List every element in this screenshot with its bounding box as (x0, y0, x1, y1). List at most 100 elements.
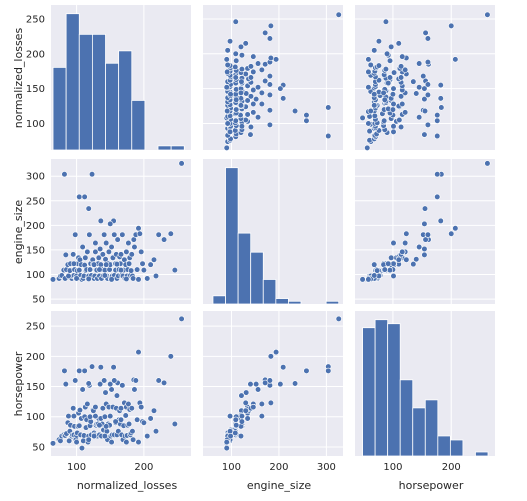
scatter-point (266, 81, 274, 88)
scatter-point (390, 85, 397, 92)
scatter-point (99, 251, 106, 258)
scatter-point (266, 377, 274, 384)
scatter-point (277, 381, 284, 388)
panel-normalized_losses-vs-horsepower (355, 5, 495, 152)
scatter-point (383, 50, 391, 57)
scatter-point (72, 377, 79, 384)
scatter-point (389, 91, 397, 98)
scatter-point (232, 50, 239, 57)
scatter-point (291, 107, 299, 115)
scatter-point (390, 239, 397, 247)
histogram-bar (212, 295, 226, 305)
scatter-point (107, 381, 114, 388)
scatter-point (102, 389, 109, 396)
scatter-point (395, 40, 402, 47)
scatter-point (84, 400, 91, 408)
scatter-point (90, 261, 98, 268)
scatter-point (254, 114, 262, 121)
histogram-bar (237, 232, 252, 305)
panel-normalized_losses-vs-normalized_losses (51, 5, 191, 151)
scatter-point (127, 267, 135, 274)
scatter-point (62, 251, 69, 258)
scatter-point (395, 256, 402, 263)
x-tick-label: 300 (317, 462, 336, 473)
scatter-point (371, 91, 378, 98)
scatter-point (266, 91, 274, 99)
scatter-point (390, 69, 398, 76)
scatter-point (381, 96, 388, 103)
scatter-point (396, 116, 403, 124)
scatter-point (97, 217, 104, 225)
scatter-point (416, 60, 423, 67)
histogram-bar (225, 167, 239, 305)
scatter-point (262, 29, 269, 36)
scatter-point (254, 60, 262, 67)
scatter-point (171, 420, 178, 428)
scatter-point (390, 128, 397, 135)
scatter-point (410, 78, 417, 85)
histogram-bar (157, 145, 172, 151)
x-tick-label: 100 (222, 462, 241, 473)
scatter-point (131, 386, 138, 393)
scatter-point (238, 52, 246, 59)
scatter-point (81, 367, 88, 374)
y-axis-label-engine-size: engine_size (12, 200, 25, 265)
scatter-point (223, 84, 230, 91)
x-axis-label-normalized-losses: normalized_losses (77, 479, 178, 492)
scatter-point (402, 109, 409, 116)
scatter-point (103, 261, 110, 268)
scatter-point (152, 272, 160, 280)
scatter-point (244, 111, 251, 118)
scatter-point (403, 256, 410, 263)
scatter-point (424, 121, 432, 129)
scatter-point (82, 254, 89, 261)
scatter-point (253, 96, 260, 103)
scatter-point (325, 104, 332, 111)
scatter-point (103, 423, 110, 430)
scatter-point (86, 266, 94, 273)
scatter-point (258, 400, 265, 408)
scatter-point (374, 267, 381, 274)
scatter-point (386, 266, 394, 274)
scatter-point (135, 225, 142, 232)
histogram-bar (250, 251, 264, 305)
scatter-point (224, 68, 231, 76)
scatter-point (113, 261, 121, 268)
scatter-point (421, 85, 428, 92)
scatter-point (272, 348, 280, 356)
scatter-point (424, 35, 432, 42)
scatter-point (73, 275, 80, 282)
scatter-point (160, 236, 168, 243)
scatter-point (139, 260, 146, 267)
scatter-point (233, 422, 240, 429)
scatter-point (390, 100, 397, 108)
scatter-point (223, 144, 230, 152)
scatter-point (108, 276, 115, 283)
scatter-point (155, 377, 162, 384)
scatter-point (267, 353, 274, 360)
scatter-point (413, 256, 420, 263)
scatter-point (438, 104, 445, 111)
scatter-point (49, 440, 57, 447)
scatter-point (389, 106, 397, 113)
scatter-point (70, 260, 77, 267)
x-axis-label-horsepower: horsepower (399, 479, 464, 492)
scatter-point (111, 377, 118, 384)
scatter-point (437, 217, 444, 225)
scatter-point (92, 413, 99, 420)
scatter-point (397, 74, 405, 81)
y-axis-label-normalized-losses: normalized_losses (12, 28, 25, 129)
scatter-point (237, 432, 245, 440)
panel-horsepower-vs-normalized_losses (49, 311, 191, 456)
panel-engine_size-vs-normalized_losses (49, 159, 191, 304)
scatter-point (140, 266, 147, 274)
y-tick-label: 200 (26, 49, 45, 60)
scatter-point (382, 18, 390, 25)
histogram-bar (65, 13, 80, 151)
scatter-point (382, 66, 390, 73)
scatter-point (416, 114, 423, 121)
scatter-point (70, 405, 77, 412)
scatter-point (291, 380, 299, 387)
scatter-point (388, 254, 395, 261)
